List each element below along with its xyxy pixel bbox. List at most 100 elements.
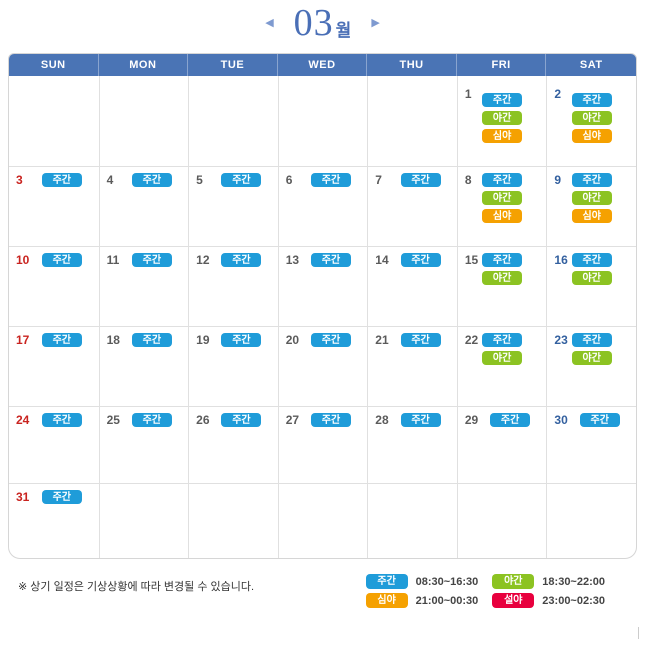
schedule-badge[interactable]: 야간 xyxy=(571,111,612,125)
day-number: 7 xyxy=(375,173,382,187)
day-number: 21 xyxy=(375,333,389,347)
schedule-badge[interactable]: 심야 xyxy=(482,129,523,143)
calendar-cell xyxy=(188,483,278,558)
schedule-badge[interactable]: 주간 xyxy=(131,413,172,427)
schedule-badge[interactable]: 주간 xyxy=(41,490,82,504)
schedule-badge[interactable]: 주간 xyxy=(221,333,262,347)
schedule-badge[interactable]: 주간 xyxy=(310,173,351,187)
calendar-cell: 22 주간 야간 xyxy=(456,326,547,406)
latenight-hours: 21:00~00:30 xyxy=(415,594,479,607)
daytime-badge: 주간 xyxy=(365,574,408,589)
day-number: 11 xyxy=(106,253,120,267)
calendar-cell xyxy=(188,76,278,166)
month-title-bar: ◀ 03 월 ▶ xyxy=(0,0,645,46)
calendar-cell: 20 주간 xyxy=(277,326,368,406)
calendar-cell xyxy=(9,76,99,166)
snownight-badge: 설야 xyxy=(492,593,535,608)
month-suffix: 월 xyxy=(335,20,352,40)
day-number: 20 xyxy=(285,333,300,347)
schedule-badge[interactable]: 주간 xyxy=(310,413,351,427)
calendar-cell: 11 주간 xyxy=(98,246,189,326)
schedule-badge[interactable]: 주간 xyxy=(400,413,441,427)
schedule-badge[interactable]: 야간 xyxy=(482,351,523,365)
day-number: 3 xyxy=(16,173,23,187)
calendar-cell: 2 주간 야간 심야 xyxy=(546,76,636,166)
day-number: 29 xyxy=(464,413,479,427)
schedule-badge-stack: 주간 xyxy=(279,327,368,347)
schedule-badge[interactable]: 야간 xyxy=(571,191,612,205)
schedule-badge[interactable]: 주간 xyxy=(482,333,523,347)
schedule-badge[interactable]: 주간 xyxy=(482,93,523,107)
schedule-badge-stack: 주간 xyxy=(279,167,368,187)
schedule-badge[interactable]: 주간 xyxy=(571,253,612,267)
calendar-cell: 27 주간 xyxy=(277,406,368,483)
schedule-badge[interactable]: 주간 xyxy=(400,173,441,187)
day-number: 9 xyxy=(554,173,562,187)
schedule-badge[interactable]: 야간 xyxy=(482,271,523,285)
calendar-cell xyxy=(546,483,636,558)
day-number: 12 xyxy=(196,253,210,267)
calendar-cell: 29 주간 xyxy=(456,406,547,483)
weekday-header-tue: TUE xyxy=(188,54,278,77)
schedule-badge[interactable]: 주간 xyxy=(131,333,172,347)
weekday-header-wed: WED xyxy=(278,54,368,77)
schedule-badge[interactable]: 야간 xyxy=(482,191,523,205)
calendar-cell xyxy=(456,483,547,558)
schedule-badge[interactable]: 주간 xyxy=(400,253,441,267)
schedule-badge[interactable]: 주간 xyxy=(131,173,172,187)
schedule-badge[interactable]: 심야 xyxy=(571,209,612,223)
prev-month-arrow-icon[interactable]: ◀ xyxy=(265,16,274,29)
schedule-badge[interactable]: 심야 xyxy=(571,129,612,143)
schedule-badge[interactable]: 주간 xyxy=(579,413,620,427)
calendar-cell: 18 주간 xyxy=(98,326,189,406)
schedule-badge-stack: 주간 xyxy=(458,407,547,427)
day-number: 5 xyxy=(196,173,203,187)
schedule-badge[interactable]: 주간 xyxy=(41,413,82,427)
day-number: 23 xyxy=(554,333,568,347)
day-number: 30 xyxy=(554,413,568,427)
schedule-badge[interactable]: 주간 xyxy=(482,253,523,267)
schedule-calendar: SUN MON TUE WED THU FRI SAT 1 주간 야간 심야 2 주간 야간 심야 3 주간 4… xyxy=(8,53,637,559)
schedule-badge[interactable]: 주간 xyxy=(490,413,531,427)
calendar-cell xyxy=(277,483,368,558)
schedule-badge-stack: 주간 xyxy=(279,407,368,427)
schedule-badge[interactable]: 주간 xyxy=(310,333,351,347)
calendar-cell: 14 주간 xyxy=(367,246,457,326)
schedule-badge[interactable]: 주간 xyxy=(41,173,82,187)
schedule-badge[interactable]: 주간 xyxy=(41,333,82,347)
day-number: 17 xyxy=(16,333,30,347)
schedule-badge[interactable]: 주간 xyxy=(221,413,262,427)
schedule-badge[interactable]: 주간 xyxy=(571,333,612,347)
schedule-badge[interactable]: 야간 xyxy=(571,351,612,365)
calendar-body: 1 주간 야간 심야 2 주간 야간 심야 3 주간 4 주간 5 주간 6 주간 7 주간 8 주간 야간 심야 9 주간 야… xyxy=(9,76,636,558)
schedule-badge[interactable]: 주간 xyxy=(571,93,612,107)
schedule-badge-stack: 주간 xyxy=(9,167,99,187)
schedule-badge-stack: 주간 xyxy=(100,247,189,267)
schedule-badge[interactable]: 주간 xyxy=(41,253,82,267)
schedule-badge[interactable]: 주간 xyxy=(131,253,172,267)
schedule-badge-stack: 주간 xyxy=(547,407,636,427)
day-number: 31 xyxy=(16,490,30,504)
next-month-arrow-icon[interactable]: ▶ xyxy=(371,16,380,29)
calendar-cell: 30 주간 xyxy=(546,406,636,483)
calendar-cell xyxy=(277,76,368,166)
schedule-badge[interactable]: 주간 xyxy=(400,333,441,347)
schedule-badge-stack: 주간 xyxy=(9,327,99,347)
schedule-badge[interactable]: 주간 xyxy=(310,253,351,267)
schedule-badge[interactable]: 주간 xyxy=(221,173,262,187)
schedule-badge[interactable]: 주간 xyxy=(571,173,612,187)
day-number: 6 xyxy=(285,173,293,187)
schedule-badge[interactable]: 주간 xyxy=(221,253,262,267)
day-number: 26 xyxy=(196,413,210,427)
schedule-badge[interactable]: 야간 xyxy=(571,271,612,285)
schedule-badge[interactable]: 야간 xyxy=(482,111,523,125)
day-number: 18 xyxy=(106,333,120,347)
calendar-cell: 8 주간 야간 심야 xyxy=(456,166,547,246)
schedule-badge[interactable]: 주간 xyxy=(482,173,523,187)
schedule-badge-stack: 주간 xyxy=(279,247,368,267)
schedule-badge[interactable]: 심야 xyxy=(482,209,523,223)
